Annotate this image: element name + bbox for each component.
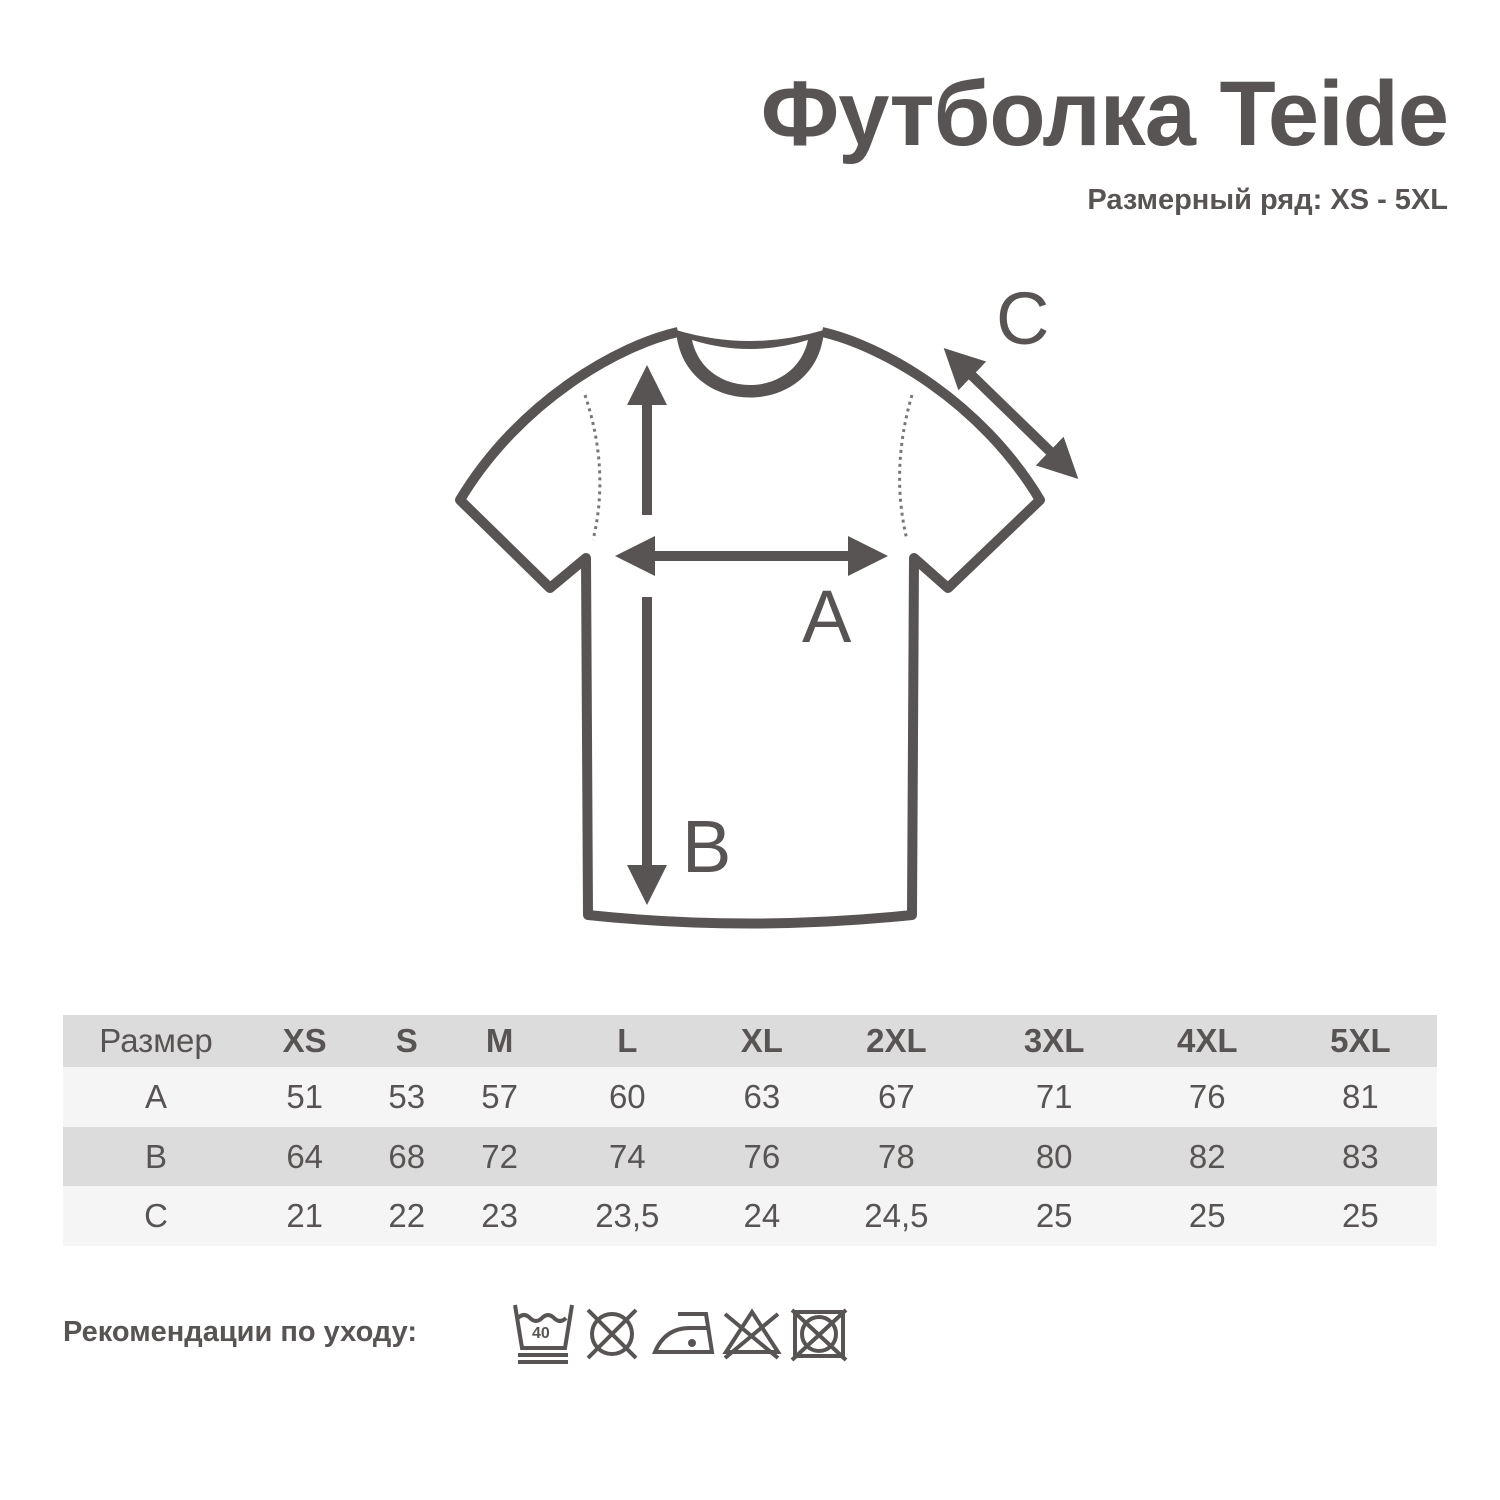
table-cell: 21	[286, 1197, 324, 1234]
header-cell: L	[617, 1022, 638, 1059]
page-title: Футболка Teide	[760, 63, 1449, 165]
table-cell: 74	[608, 1137, 646, 1175]
care-label: Рекомендации по уходу:	[63, 1316, 418, 1348]
table-cell: 72	[481, 1137, 518, 1175]
row-label: B	[144, 1137, 167, 1175]
care-icons: 40	[513, 1304, 848, 1364]
header-cell: M	[485, 1022, 514, 1059]
table-cell: 76	[743, 1137, 781, 1175]
label-a: A	[802, 575, 852, 658]
header-cell: 3XL	[1023, 1022, 1085, 1059]
seam-right	[898, 394, 914, 541]
table-row: C 21 22 23 23,5 24 24,5 25 25 25	[63, 1186, 1437, 1246]
tshirt-outline	[455, 327, 1045, 929]
tshirt-diagram: A B C	[455, 277, 1079, 929]
no-bleach-icon	[722, 1308, 782, 1360]
arrow-c	[943, 348, 1079, 479]
table-cell: 51	[286, 1078, 324, 1115]
table-cell: 53	[388, 1078, 426, 1115]
header-cell: 4XL	[1177, 1022, 1238, 1059]
table-cell: 24	[743, 1197, 781, 1234]
size-range: Размерный ряд: XS - 5XL	[1087, 184, 1448, 216]
table-cell: 25	[1035, 1197, 1073, 1234]
header-cell: 5XL	[1330, 1022, 1391, 1059]
header-cell: Размер	[99, 1022, 213, 1059]
table-cell: 25	[1342, 1197, 1379, 1234]
table-cell: 71	[1035, 1078, 1073, 1115]
table-cell: 82	[1188, 1137, 1226, 1175]
row-label: C	[144, 1197, 168, 1234]
header-cell: XL	[740, 1022, 783, 1059]
collar	[676, 330, 824, 398]
table-header: Размер XS S M L XL 2XL 3XL 4XL 5XL	[63, 1015, 1437, 1067]
table-cell: 22	[388, 1197, 426, 1234]
table-row: A 51 53 57 60 63 67 71 76 81	[63, 1067, 1437, 1127]
row-label: A	[144, 1078, 167, 1115]
table-cell: 78	[878, 1137, 915, 1175]
table-cell: 68	[388, 1137, 426, 1175]
label-c: C	[996, 277, 1049, 360]
table-cell: 24,5	[864, 1197, 929, 1234]
wash-temp: 40	[532, 1325, 550, 1342]
iron-low-icon	[651, 1312, 715, 1354]
table-row: B 64 68 72 74 76 78 80 82 83	[63, 1127, 1437, 1186]
header-cell: S	[395, 1022, 418, 1059]
table-cell: 25	[1188, 1197, 1226, 1234]
table-cell: 23	[481, 1197, 518, 1234]
table-cell: 57	[481, 1078, 518, 1115]
table-cell: 23,5	[595, 1197, 660, 1234]
no-dry-clean-icon	[790, 1308, 848, 1362]
table-cell: 67	[878, 1078, 915, 1115]
table-cell: 81	[1342, 1078, 1379, 1115]
seam-left	[583, 394, 602, 541]
table-cell: 63	[743, 1078, 781, 1115]
table-cell: 76	[1188, 1078, 1226, 1115]
no-tumble-dry-icon	[586, 1308, 638, 1360]
table-cell: 64	[286, 1137, 324, 1175]
header-cell: XS	[282, 1022, 327, 1059]
header-cell: 2XL	[866, 1022, 927, 1059]
wash-40-gentle-icon	[513, 1304, 574, 1364]
table-cell: 83	[1342, 1137, 1379, 1175]
label-b: B	[682, 805, 731, 888]
size-table: Размер XS S M L XL 2XL 3XL 4XL 5XL A 51 53…	[63, 1015, 1437, 1246]
table-cell: 60	[608, 1078, 646, 1115]
table-cell: 80	[1035, 1137, 1073, 1175]
